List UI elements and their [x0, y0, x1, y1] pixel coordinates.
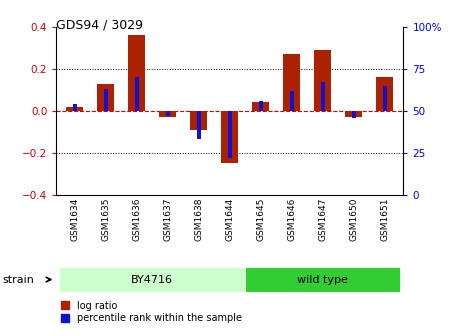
Bar	[91, 267, 121, 292]
Legend: log ratio, percentile rank within the sample: log ratio, percentile rank within the sa…	[61, 300, 242, 324]
Bar	[73, 104, 77, 111]
Bar	[314, 50, 331, 111]
Text: GDS94 / 3029: GDS94 / 3029	[56, 18, 144, 32]
Bar	[228, 111, 232, 158]
Bar	[183, 267, 214, 292]
Bar	[276, 267, 307, 292]
Bar	[352, 111, 356, 118]
Bar	[259, 101, 263, 111]
Bar	[252, 102, 269, 111]
Bar	[152, 267, 183, 292]
Bar	[338, 267, 369, 292]
Bar	[60, 267, 245, 292]
Bar	[190, 111, 207, 130]
Bar	[290, 91, 294, 111]
Bar	[376, 77, 393, 111]
Bar	[345, 111, 362, 117]
Bar	[104, 89, 108, 111]
Bar	[66, 107, 83, 111]
Bar	[221, 111, 238, 163]
Bar	[197, 111, 201, 139]
Text: wild type: wild type	[297, 275, 348, 285]
Text: strain: strain	[2, 275, 34, 285]
Bar	[159, 111, 176, 117]
Bar	[321, 82, 325, 111]
Bar	[98, 84, 114, 111]
Bar	[135, 77, 139, 111]
Bar	[214, 267, 245, 292]
Bar	[245, 267, 276, 292]
Bar	[166, 111, 170, 116]
Bar	[121, 267, 152, 292]
Bar	[369, 267, 400, 292]
Bar	[60, 267, 91, 292]
Bar	[383, 86, 386, 111]
Bar	[283, 54, 300, 111]
Text: BY4716: BY4716	[131, 275, 174, 285]
Bar	[245, 267, 400, 292]
Bar	[307, 267, 338, 292]
Bar	[129, 35, 145, 111]
